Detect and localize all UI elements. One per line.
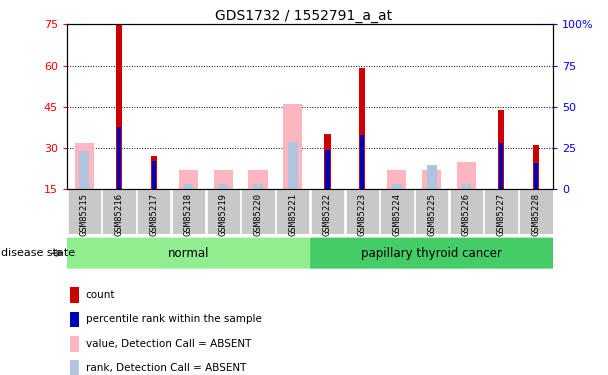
Bar xyxy=(380,189,413,234)
Bar xyxy=(457,162,476,189)
Bar xyxy=(179,170,198,189)
Bar xyxy=(184,184,193,189)
Bar xyxy=(249,170,268,189)
Text: GSM85220: GSM85220 xyxy=(254,193,263,236)
Text: GSM85223: GSM85223 xyxy=(358,193,367,236)
Bar xyxy=(151,156,157,189)
Bar xyxy=(485,189,518,234)
Bar xyxy=(137,189,170,234)
Bar xyxy=(427,165,437,189)
Bar xyxy=(519,189,553,234)
Bar xyxy=(75,142,94,189)
Text: GSM85228: GSM85228 xyxy=(531,193,541,236)
Text: GSM85216: GSM85216 xyxy=(114,193,123,236)
Bar xyxy=(288,141,297,189)
Bar xyxy=(283,104,302,189)
Bar xyxy=(450,189,483,234)
Bar xyxy=(69,336,79,352)
Bar xyxy=(387,170,407,189)
Bar xyxy=(207,189,240,234)
Text: GSM85218: GSM85218 xyxy=(184,193,193,236)
Text: GSM85224: GSM85224 xyxy=(392,193,401,236)
Bar xyxy=(69,287,79,303)
Bar xyxy=(392,184,402,189)
Text: GSM85221: GSM85221 xyxy=(288,193,297,236)
Bar xyxy=(151,161,156,189)
Text: percentile rank within the sample: percentile rank within the sample xyxy=(86,314,261,324)
Bar xyxy=(360,135,364,189)
Bar xyxy=(80,152,89,189)
Text: GSM85215: GSM85215 xyxy=(80,193,89,236)
Bar xyxy=(422,170,441,189)
Bar xyxy=(359,68,365,189)
Bar xyxy=(117,127,121,189)
Bar xyxy=(461,184,471,189)
Bar xyxy=(276,189,309,234)
Text: papillary thyroid cancer: papillary thyroid cancer xyxy=(361,247,502,259)
Text: GSM85222: GSM85222 xyxy=(323,193,332,236)
Bar xyxy=(253,184,263,189)
Bar xyxy=(499,143,503,189)
Text: GSM85227: GSM85227 xyxy=(497,193,506,236)
Bar xyxy=(172,189,205,234)
Bar xyxy=(213,170,233,189)
Bar xyxy=(345,189,379,234)
Bar xyxy=(311,189,344,234)
FancyBboxPatch shape xyxy=(67,238,310,268)
Bar xyxy=(324,134,331,189)
Bar xyxy=(67,189,101,234)
Bar xyxy=(102,189,136,234)
Text: GSM85219: GSM85219 xyxy=(219,193,228,236)
Text: rank, Detection Call = ABSENT: rank, Detection Call = ABSENT xyxy=(86,363,246,373)
Text: normal: normal xyxy=(168,247,209,259)
FancyBboxPatch shape xyxy=(310,238,553,268)
Text: GDS1732 / 1552791_a_at: GDS1732 / 1552791_a_at xyxy=(215,9,393,23)
Text: value, Detection Call = ABSENT: value, Detection Call = ABSENT xyxy=(86,339,251,349)
Text: count: count xyxy=(86,290,115,300)
Bar xyxy=(415,189,448,234)
Text: GSM85217: GSM85217 xyxy=(149,193,158,236)
Bar xyxy=(533,146,539,189)
Bar xyxy=(69,312,79,327)
Text: disease state: disease state xyxy=(1,248,75,258)
Text: GSM85226: GSM85226 xyxy=(462,193,471,236)
Bar xyxy=(325,150,330,189)
Text: GSM85225: GSM85225 xyxy=(427,193,436,236)
Bar xyxy=(534,163,538,189)
Bar xyxy=(69,360,79,375)
Bar xyxy=(116,24,122,189)
Bar xyxy=(498,110,504,189)
Bar xyxy=(241,189,275,234)
Bar xyxy=(218,184,228,189)
